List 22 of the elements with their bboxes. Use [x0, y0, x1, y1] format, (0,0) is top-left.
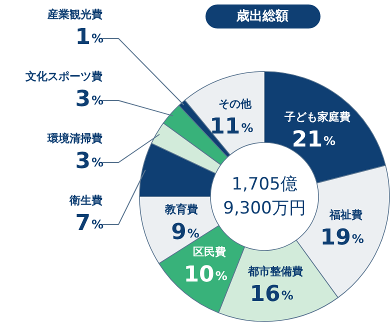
slice-label: 環境清掃費 [46, 132, 102, 145]
data-label: 1% [75, 25, 104, 50]
slice-label: 教育費 [164, 203, 198, 216]
slice-label: 産業観光費 [46, 8, 102, 21]
slice-label: 衛生費 [68, 194, 102, 207]
text: 1,705億 9,300万円 [223, 174, 306, 218]
data-label: 21% [292, 128, 336, 153]
slice-label: その他 [218, 98, 253, 111]
data-label: 9% [171, 220, 200, 246]
data-label: 16% [250, 282, 294, 307]
chart-title: 歳出総額 [236, 8, 288, 24]
slice-label: 福祉費 [328, 208, 362, 222]
slice-label: 文化スポーツ費 [24, 70, 102, 83]
data-label: 19% [320, 225, 364, 250]
data-label: 11% [210, 114, 254, 140]
slice-label: 都市整備費 [246, 264, 303, 278]
slice-label: 子ども家庭費 [284, 110, 351, 124]
data-label: 3% [75, 87, 104, 112]
slice-label: 区民費 [192, 246, 226, 259]
data-label: 3% [75, 149, 104, 174]
data-label: 7% [75, 211, 104, 236]
data-label: 10% [184, 262, 228, 288]
